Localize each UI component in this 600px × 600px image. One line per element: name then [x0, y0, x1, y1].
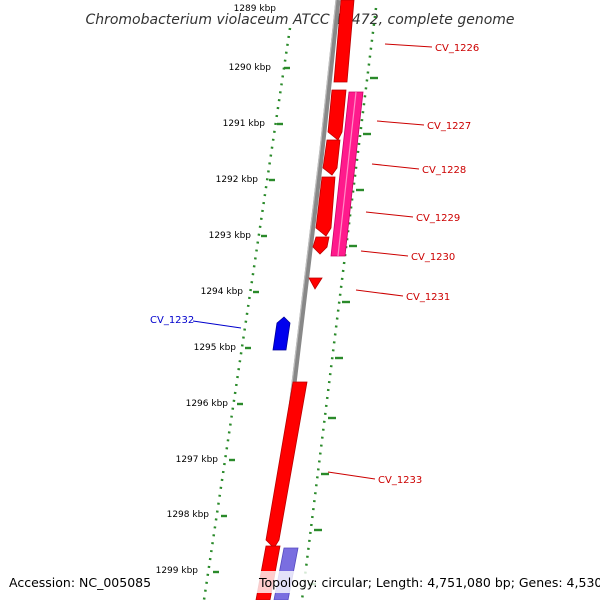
gene-label-cv-1233[interactable]: CV_1233 [378, 475, 422, 486]
inner-dotted-rail [202, 27, 292, 600]
gene-label-cv-1230[interactable]: CV_1230 [411, 252, 455, 263]
gene-cv-1232[interactable] [272, 316, 291, 351]
ruler-label: 1293 kbp [209, 231, 252, 241]
kbp-ruler: 1289 kbp 1290 kbp 1291 kbp 1292 kbp 1293… [156, 4, 277, 576]
ruler-label: 1295 kbp [194, 343, 237, 353]
gene-label-cv-1229[interactable]: CV_1229 [416, 213, 460, 224]
inner-tick-marks [213, 66, 290, 574]
gene-cv-1233[interactable] [265, 381, 308, 549]
forward-genes [255, 0, 355, 600]
gene-cv-1226[interactable] [333, 0, 355, 83]
outer-dotted-rail [300, 7, 378, 600]
ruler-label: 1291 kbp [223, 119, 266, 129]
gene-label-cv-1228[interactable]: CV_1228 [422, 165, 466, 176]
gene-label-cv-1231[interactable]: CV_1231 [406, 292, 450, 303]
ruler-label: 1299 kbp [156, 566, 199, 576]
label-leaders [192, 43, 433, 480]
ruler-label: 1290 kbp [229, 63, 272, 73]
ruler-label: 1289 kbp [234, 4, 277, 14]
accession-label: Accession: NC_005085 [9, 575, 151, 590]
gene-label-cv-1232[interactable]: CV_1232 [150, 315, 194, 326]
gene-cv-1230[interactable] [312, 236, 330, 255]
gene-cv-1227[interactable] [327, 89, 347, 141]
ruler-label: 1292 kbp [216, 175, 259, 185]
ruler-label: 1297 kbp [176, 455, 219, 465]
footer-summary-backdrop [256, 571, 596, 593]
ruler-label: 1298 kbp [167, 510, 210, 520]
gene-label-cv-1226[interactable]: CV_1226 [435, 43, 479, 54]
gene-cv-1231[interactable] [308, 277, 323, 290]
gene-cv-1229[interactable] [315, 176, 336, 237]
gene-cv-1228[interactable] [322, 139, 341, 176]
ruler-label: 1296 kbp [186, 399, 229, 409]
gene-labels: CV_1226 CV_1227 CV_1228 CV_1229 CV_1230 … [150, 43, 479, 486]
gene-label-cv-1227[interactable]: CV_1227 [427, 121, 471, 132]
ruler-label: 1294 kbp [201, 287, 244, 297]
pink-feature-highlight [337, 91, 357, 257]
genome-summary: Topology: circular; Length: 4,751,080 bp… [258, 575, 600, 590]
map-title: Chromobacterium violaceum ATCC 12472, co… [85, 12, 514, 28]
